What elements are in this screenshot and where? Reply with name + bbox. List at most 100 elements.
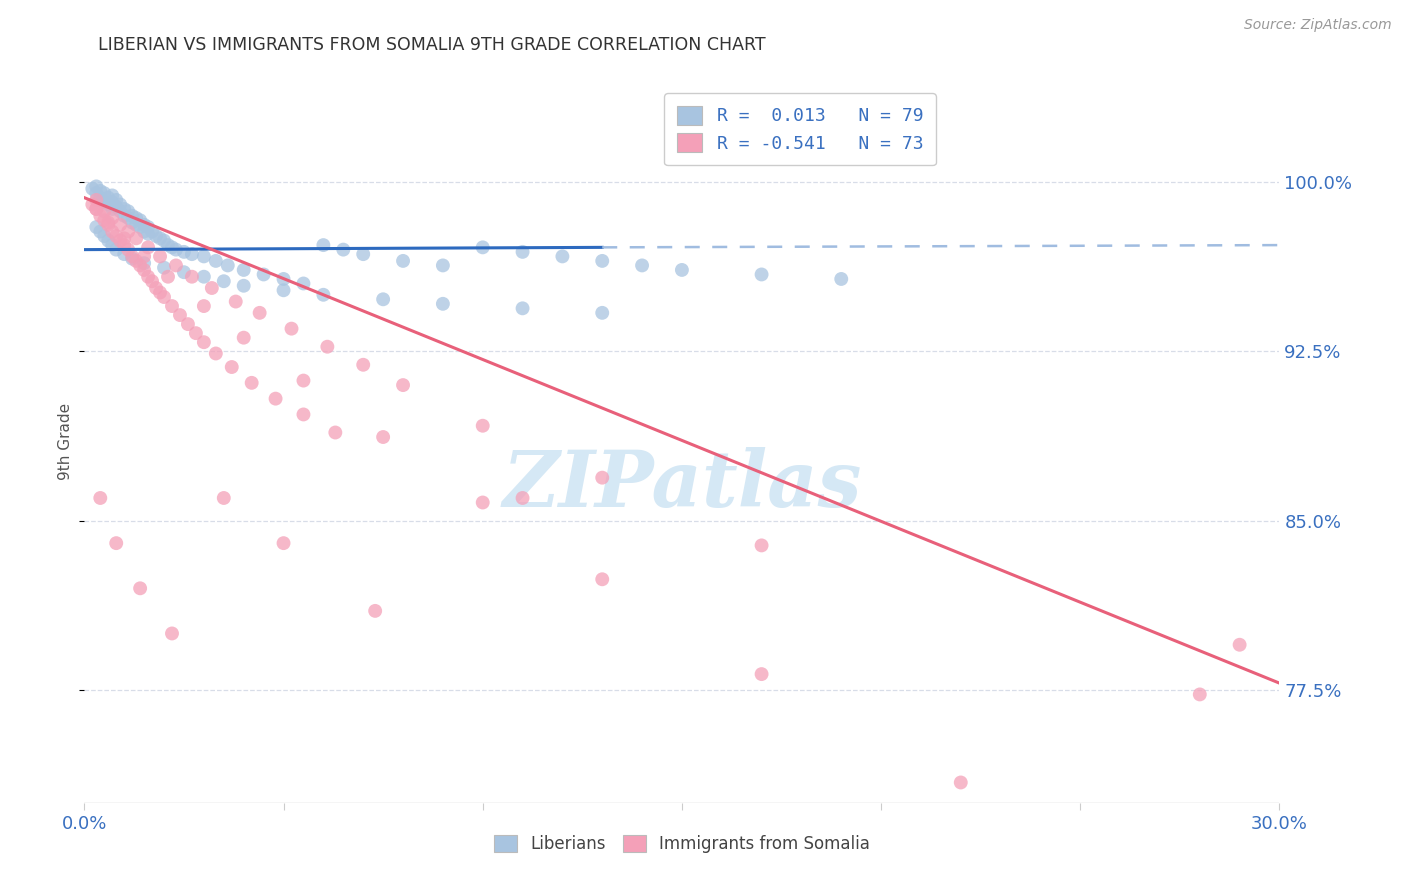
Point — [264, 392, 287, 406]
Point — [392, 254, 415, 268]
Point — [132, 218, 156, 232]
Point — [97, 191, 120, 205]
Y-axis label: 9th Grade: 9th Grade — [58, 403, 73, 480]
Point — [181, 247, 204, 261]
Point — [145, 281, 167, 295]
Point — [273, 272, 295, 286]
Point — [121, 215, 143, 229]
Point — [101, 195, 124, 210]
Point — [631, 259, 654, 273]
Point — [112, 247, 135, 261]
Point — [512, 244, 534, 259]
Point — [373, 430, 395, 444]
Point — [432, 259, 454, 273]
Point — [110, 197, 132, 211]
Point — [112, 231, 135, 245]
Point — [273, 283, 295, 297]
Point — [165, 259, 187, 273]
Legend: Liberians, Immigrants from Somalia: Liberians, Immigrants from Somalia — [486, 828, 877, 860]
Point — [249, 306, 271, 320]
Point — [591, 306, 613, 320]
Point — [117, 225, 139, 239]
Point — [97, 197, 120, 211]
Point — [93, 229, 115, 244]
Point — [512, 301, 534, 316]
Point — [392, 378, 415, 392]
Point — [512, 491, 534, 505]
Point — [101, 211, 124, 225]
Point — [129, 259, 152, 273]
Point — [121, 209, 143, 223]
Point — [112, 209, 135, 223]
Point — [312, 287, 335, 301]
Point — [89, 491, 111, 505]
Point — [141, 225, 163, 239]
Point — [136, 269, 159, 284]
Point — [173, 265, 195, 279]
Point — [292, 408, 315, 422]
Point — [112, 238, 135, 252]
Point — [316, 340, 339, 354]
Point — [173, 244, 195, 259]
Point — [212, 274, 235, 288]
Point — [471, 240, 494, 254]
Point — [121, 252, 143, 266]
Point — [591, 254, 613, 268]
Point — [232, 331, 254, 345]
Point — [93, 186, 115, 201]
Point — [101, 238, 124, 252]
Text: LIBERIAN VS IMMIGRANTS FROM SOMALIA 9TH GRADE CORRELATION CHART: LIBERIAN VS IMMIGRANTS FROM SOMALIA 9TH … — [98, 36, 766, 54]
Point — [86, 220, 108, 235]
Point — [225, 294, 247, 309]
Point — [153, 234, 176, 248]
Point — [129, 582, 152, 596]
Point — [364, 604, 387, 618]
Point — [121, 249, 143, 263]
Point — [205, 346, 228, 360]
Point — [125, 231, 148, 245]
Point — [82, 197, 104, 211]
Point — [949, 775, 972, 789]
Text: ZIPatlas: ZIPatlas — [502, 447, 862, 523]
Point — [193, 269, 215, 284]
Point — [136, 227, 159, 241]
Point — [273, 536, 295, 550]
Point — [141, 274, 163, 288]
Point — [232, 278, 254, 293]
Point — [145, 229, 167, 244]
Point — [110, 234, 132, 248]
Point — [160, 626, 183, 640]
Point — [132, 225, 156, 239]
Point — [105, 536, 128, 550]
Point — [112, 202, 135, 216]
Point — [129, 220, 152, 235]
Point — [110, 204, 132, 219]
Point — [93, 195, 115, 210]
Point — [129, 213, 152, 227]
Point — [136, 240, 159, 254]
Point — [117, 204, 139, 219]
Point — [292, 277, 315, 291]
Point — [193, 299, 215, 313]
Point — [292, 374, 315, 388]
Text: Source: ZipAtlas.com: Source: ZipAtlas.com — [1244, 18, 1392, 32]
Point — [105, 200, 128, 214]
Point — [193, 335, 215, 350]
Point — [232, 263, 254, 277]
Point — [280, 321, 302, 335]
Point — [97, 215, 120, 229]
Point — [201, 281, 224, 295]
Point — [86, 202, 108, 216]
Point — [177, 317, 200, 331]
Point — [101, 225, 124, 239]
Point — [125, 218, 148, 232]
Point — [97, 218, 120, 232]
Point — [153, 290, 176, 304]
Point — [352, 358, 374, 372]
Point — [82, 181, 104, 195]
Point — [89, 209, 111, 223]
Point — [253, 268, 276, 282]
Point — [751, 268, 773, 282]
Point — [591, 471, 613, 485]
Point — [101, 202, 124, 216]
